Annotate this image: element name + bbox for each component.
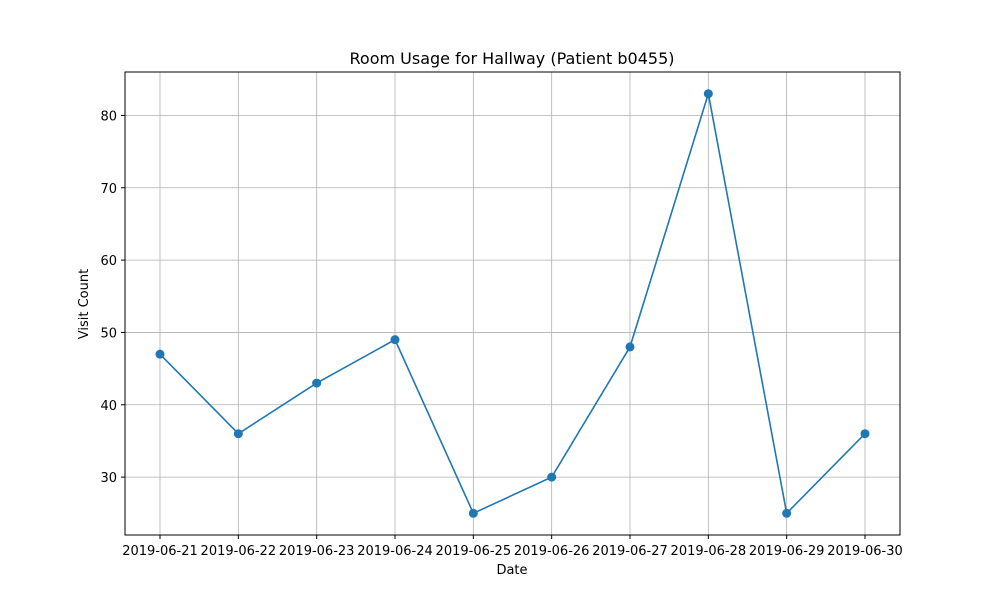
x-tick-label: 2019-06-22: [201, 544, 277, 559]
x-tick-label: 2019-06-29: [749, 544, 825, 559]
x-tick-label: 2019-06-28: [671, 544, 747, 559]
x-tick-label: 2019-06-26: [514, 544, 590, 559]
y-tick-label: 40: [100, 399, 117, 414]
data-point: [468, 508, 478, 518]
x-tick-label: 2019-06-21: [122, 544, 198, 559]
series-layer: [155, 89, 870, 518]
data-point: [547, 472, 557, 482]
y-tick-label: 80: [100, 109, 117, 124]
data-point: [312, 378, 322, 388]
data-point: [155, 349, 165, 359]
data-point: [782, 508, 792, 518]
x-tick-label: 2019-06-25: [436, 544, 512, 559]
x-tick-label: 2019-06-23: [279, 544, 355, 559]
data-point: [390, 335, 400, 345]
y-axis-label: Visit Count: [77, 269, 92, 339]
data-point: [703, 89, 713, 99]
grid: [125, 72, 900, 535]
x-tick-label: 2019-06-24: [357, 544, 433, 559]
x-axis-label: Date: [496, 563, 527, 578]
x-tick-label: 2019-06-27: [592, 544, 668, 559]
plot-area-frame: [124, 71, 901, 536]
data-point: [233, 429, 243, 439]
y-axis-ticks: 30 40 50 60 70 80: [100, 109, 125, 486]
y-tick-label: 70: [100, 182, 117, 197]
data-point: [860, 429, 870, 439]
chart-title: Room Usage for Hallway (Patient b0455): [350, 49, 675, 68]
y-tick-label: 30: [100, 471, 117, 486]
series-line: [159, 93, 866, 515]
y-tick-label: 60: [100, 254, 117, 269]
x-axis-ticks: 2019-06-21 2019-06-22 2019-06-23 2019-06-24…: [122, 535, 903, 559]
data-point: [625, 342, 635, 352]
y-tick-label: 50: [100, 326, 117, 341]
x-tick-label: 2019-06-30: [827, 544, 903, 559]
